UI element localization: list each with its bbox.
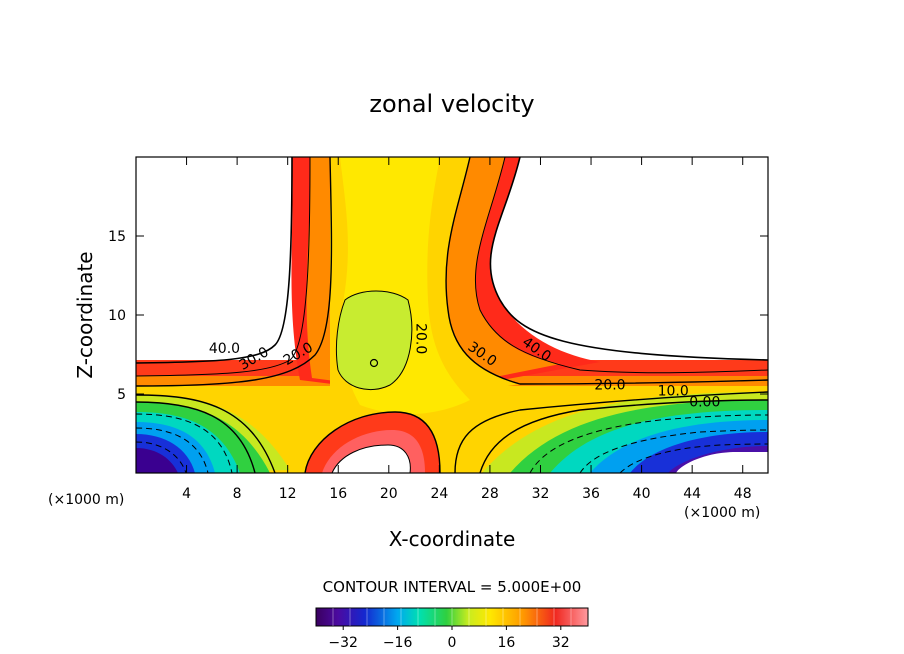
x-tick-label: 44 xyxy=(683,486,701,502)
x-tick-label: 8 xyxy=(233,486,242,502)
colorbar-ticks: −32 −16 0 16 32 xyxy=(328,626,570,651)
x-tick-label: 28 xyxy=(481,486,499,502)
contour-40-left xyxy=(136,157,293,364)
contour-0-left xyxy=(136,401,256,473)
contour-0-right xyxy=(479,399,768,473)
x-tick-label: 4 xyxy=(182,486,191,502)
colorbar-tick-label: 32 xyxy=(552,635,570,651)
x-tick-label: 20 xyxy=(380,486,398,502)
contour-label: 20.0 xyxy=(594,377,625,393)
colorbar-tick-label: −32 xyxy=(328,635,358,651)
x-tick-label: 32 xyxy=(532,486,550,502)
contour-label: 40.0 xyxy=(209,341,240,357)
contour-interval-text: CONTOUR INTERVAL = 5.000E+00 xyxy=(323,578,582,596)
x-tick-label: 48 xyxy=(734,486,752,502)
y-tick-label: 15 xyxy=(108,229,126,245)
contour-neg30-left xyxy=(136,441,187,473)
contour-neg20-left xyxy=(136,427,209,473)
hole-white xyxy=(332,445,411,473)
chart-title: zonal velocity xyxy=(369,90,534,118)
x-tick-label: 16 xyxy=(329,486,347,502)
contour-20-right xyxy=(445,157,768,385)
core-green-patch xyxy=(336,291,412,390)
x-axis-label: X-coordinate xyxy=(389,527,516,551)
x-tick-label: 36 xyxy=(582,486,600,502)
contour-10-right xyxy=(454,391,768,473)
contour-neg10-left xyxy=(136,413,233,473)
contour-label: 10.0 xyxy=(658,384,689,400)
colorbar-stripes xyxy=(332,608,572,626)
contour-neg20-right xyxy=(579,429,768,473)
left-lobe-purple xyxy=(136,448,178,473)
contour-neg10-right xyxy=(529,414,768,473)
x-axis-ticks: 4 8 12 16 20 24 28 32 36 40 44 48 xyxy=(182,157,752,502)
x-tick-label: 40 xyxy=(633,486,651,502)
contour-hole-inner xyxy=(331,444,411,473)
contour-label: 0.00 xyxy=(689,395,720,411)
contour-core-point xyxy=(369,358,379,368)
contour-40-right xyxy=(489,157,768,361)
velocity-field: 40.030.0 20.0 20.030.0 40.020.0 10.00.00 xyxy=(136,157,768,473)
colorbar-tick-label: −16 xyxy=(383,635,413,651)
y-tick-label: 10 xyxy=(108,308,126,324)
y-axis-ticks: 5 10 15 xyxy=(108,229,768,403)
colorbar-tick-label: 0 xyxy=(448,635,457,651)
contour-20-left xyxy=(136,157,333,387)
contour-30-right xyxy=(474,157,768,374)
y-tick-label: 5 xyxy=(117,387,126,403)
contour-10-left xyxy=(136,394,276,473)
contour-hole-outer xyxy=(304,411,441,473)
colorbar-tick-label: 16 xyxy=(497,635,515,651)
contour-lines xyxy=(136,157,768,473)
contour-30-left xyxy=(136,157,311,377)
contour-neg30-right xyxy=(619,443,768,473)
right-lobe-white-hole xyxy=(676,452,768,473)
contour-label: 20.0 xyxy=(413,323,429,354)
contour-core-loop xyxy=(335,290,413,391)
y-axis-label: Z-coordinate xyxy=(73,251,97,378)
x-unit-right: (×1000 m) xyxy=(684,505,760,521)
x-unit-left: (×1000 m) xyxy=(48,492,124,508)
x-tick-label: 24 xyxy=(430,486,448,502)
x-tick-label: 12 xyxy=(279,486,297,502)
